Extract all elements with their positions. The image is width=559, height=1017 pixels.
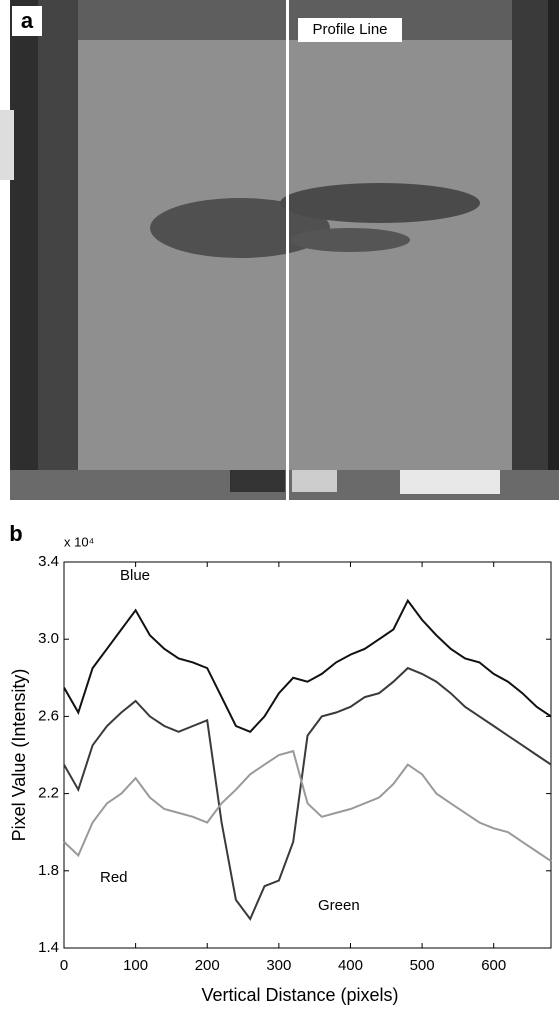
plot-frame [63, 561, 552, 949]
x-tick-label: 0 [60, 957, 68, 974]
photo [0, 0, 559, 500]
annotation: Profile Line [312, 21, 387, 38]
series-label: Green [318, 897, 360, 914]
y-tick-label: 3.4 [38, 553, 59, 570]
x-tick-label: 300 [266, 957, 291, 974]
series-label: Blue [120, 567, 150, 584]
x-tick-label: 500 [410, 957, 435, 974]
series-line [63, 598, 552, 733]
axis-multiplier: x 10⁴ [64, 534, 94, 549]
y-tick-label: 1.4 [38, 939, 59, 956]
panel-label: b [9, 521, 22, 546]
panel-label: a [21, 8, 34, 33]
x-tick-label: 400 [338, 957, 363, 974]
y-tick-label: 2.2 [38, 785, 59, 802]
y-tick-label: 3.0 [38, 630, 59, 647]
x-tick-label: 200 [195, 957, 220, 974]
series-line [63, 749, 552, 862]
x-tick-label: 600 [481, 957, 506, 974]
series-line [63, 666, 552, 921]
y-tick-label: 2.6 [38, 707, 59, 724]
x-tick-label: 100 [123, 957, 148, 974]
y-tick-label: 1.8 [38, 862, 59, 879]
x-axis-label: Vertical Distance (pixels) [201, 985, 398, 1005]
series-label: Red [100, 869, 128, 886]
y-axis-label: Pixel Value (Intensity) [9, 669, 29, 842]
